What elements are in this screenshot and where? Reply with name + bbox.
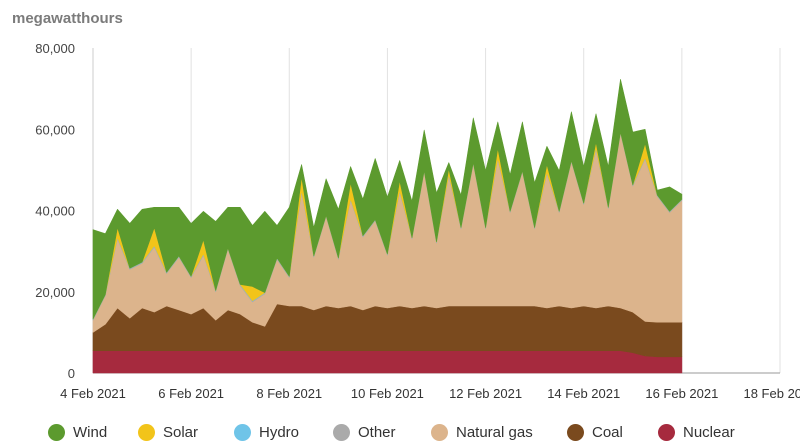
legend-item-other[interactable]: Other: [333, 424, 396, 441]
series-area-coal: [92, 303, 683, 358]
legend-swatch: [234, 424, 251, 441]
legend-item-natural-gas[interactable]: Natural gas: [431, 424, 533, 441]
legend-label: Natural gas: [456, 424, 533, 441]
legend-label: Solar: [163, 424, 199, 441]
y-tick-label: 20,000: [35, 285, 75, 300]
legend-label: Wind: [73, 424, 108, 441]
x-tick-label: 4 Feb 2021: [60, 386, 126, 401]
legend-label: Coal: [592, 424, 623, 441]
legend-item-coal[interactable]: Coal: [567, 424, 623, 441]
x-tick-label: 10 Feb 2021: [351, 386, 424, 401]
legend-label: Other: [358, 424, 396, 441]
y-axis-unit-label: megawatthours: [12, 10, 123, 27]
legend-item-wind[interactable]: Wind: [48, 424, 107, 441]
legend-swatch: [658, 424, 675, 441]
y-tick-label: 40,000: [35, 204, 75, 219]
legend-swatch: [138, 424, 155, 441]
x-tick-label: 12 Feb 2021: [449, 386, 522, 401]
legend-item-solar[interactable]: Solar: [138, 424, 198, 441]
y-tick-label: 60,000: [35, 122, 75, 137]
legend-swatch: [333, 424, 350, 441]
legend-label: Nuclear: [683, 424, 735, 441]
y-tick-label: 0: [68, 366, 75, 381]
legend: Wind Solar Hydro Other Natural gas Coal Nuclea…: [0, 420, 800, 447]
legend-swatch: [431, 424, 448, 441]
x-tick-label: 18 Feb 2021: [743, 386, 800, 401]
series-area-wind: [92, 79, 683, 320]
legend-label: Hydro: [259, 424, 300, 441]
legend-swatch: [48, 424, 65, 441]
x-tick-label: 8 Feb 2021: [256, 386, 322, 401]
x-tick-label: 6 Feb 2021: [158, 386, 224, 401]
x-tick-label: 14 Feb 2021: [547, 386, 620, 401]
series-area-nuclear: [92, 350, 683, 374]
x-tick-label: 16 Feb 2021: [645, 386, 718, 401]
stacked-area-chart: 0 20,000 40,000 60,000 80,000 4 Feb 2021 6 Feb…: [35, 41, 800, 401]
legend-item-nuclear[interactable]: Nuclear: [658, 424, 735, 441]
y-tick-label: 80,000: [35, 41, 75, 56]
legend-item-hydro[interactable]: Hydro: [234, 424, 299, 441]
legend-swatch: [567, 424, 584, 441]
